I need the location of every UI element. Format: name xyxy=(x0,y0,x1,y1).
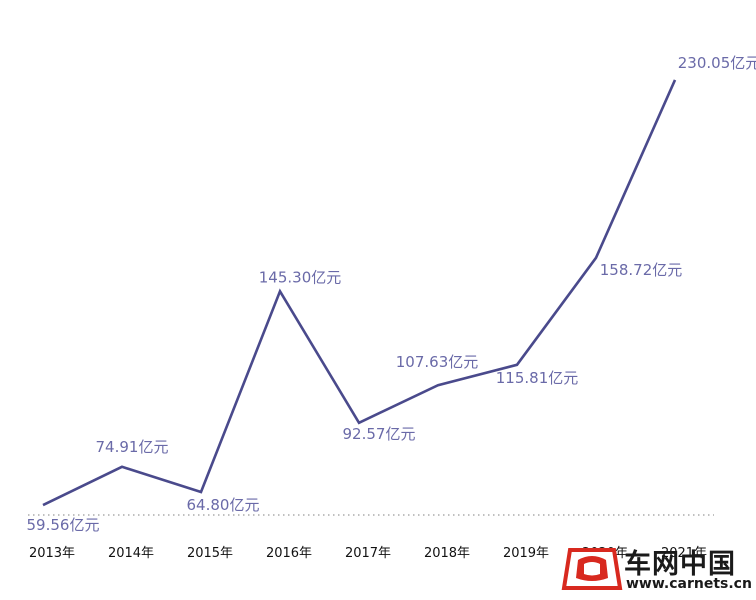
x-tick-label: 2017年 xyxy=(345,546,391,561)
x-tick-label: 2015年 xyxy=(187,546,233,561)
x-tick-label: 2014年 xyxy=(108,546,154,561)
x-tick-label: 2019年 xyxy=(503,546,549,561)
x-tick-label: 2016年 xyxy=(266,546,312,561)
x-tick-label: 2021年 xyxy=(661,546,707,561)
watermark: 车网中国 www.carnets.cn xyxy=(560,540,756,600)
data-labels: 59.56亿元 74.91亿元 64.80亿元 145.30亿元 92.57亿元 107.… xyxy=(27,54,756,534)
data-label: 230.05亿元 xyxy=(678,54,756,72)
watermark-name: 车网中国 xyxy=(624,549,736,580)
x-tick-label: 2018年 xyxy=(424,546,470,561)
data-label: 145.30亿元 xyxy=(259,268,342,286)
data-label: 59.56亿元 xyxy=(27,516,100,534)
series-line xyxy=(42,79,677,507)
data-label: 64.80亿元 xyxy=(187,496,260,514)
data-label: 107.63亿元 xyxy=(396,353,479,371)
data-label: 92.57亿元 xyxy=(343,425,416,443)
data-label: 115.81亿元 xyxy=(496,369,579,387)
data-label: 158.72亿元 xyxy=(600,261,683,279)
watermark-url: www.carnets.cn xyxy=(626,576,752,592)
x-tick-label: 2013年 xyxy=(29,546,75,561)
data-label: 74.91亿元 xyxy=(96,438,169,456)
carnets-logo-icon xyxy=(561,548,623,590)
